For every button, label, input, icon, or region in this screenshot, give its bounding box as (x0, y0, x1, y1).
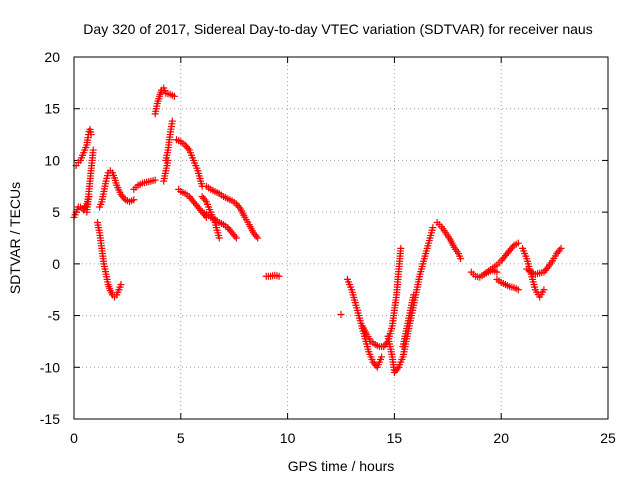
data-point (275, 272, 283, 280)
data-point (130, 196, 138, 204)
y-axis-label: SDTVAR / TECUs (7, 182, 23, 294)
series-seg7 (151, 84, 178, 118)
series-seg12 (202, 182, 262, 242)
y-tick-label: -5 (48, 308, 61, 324)
data-point (252, 232, 260, 240)
series-seg8 (162, 117, 176, 164)
data-point (231, 232, 239, 240)
x-tick-label: 25 (600, 430, 616, 446)
y-tick-label: 5 (52, 204, 60, 220)
data-point (164, 156, 172, 164)
data-point (87, 131, 95, 139)
series-seg10 (173, 136, 206, 190)
plot-frame (73, 56, 609, 420)
y-tick-label: 20 (44, 49, 60, 65)
y-tick-label: 0 (52, 256, 60, 272)
series-seg6 (130, 176, 159, 193)
series-seg4 (93, 218, 125, 301)
data-points (70, 84, 565, 376)
data-point (557, 244, 565, 252)
series-seg18 (358, 244, 405, 351)
x-tick-label: 5 (177, 430, 185, 446)
data-point (170, 92, 178, 100)
series-seg5 (96, 167, 138, 211)
data-point (235, 203, 243, 211)
series-seg16 (337, 311, 345, 319)
series-seg15 (262, 271, 283, 280)
data-point (540, 286, 548, 294)
series-seg17 (343, 275, 386, 371)
series-seg9 (160, 156, 172, 185)
y-tick-label: 15 (44, 101, 60, 117)
data-point (493, 268, 501, 276)
series-seg2 (72, 125, 95, 170)
y-tick-labels: -15 -10 -5 0 5 10 15 20 (40, 49, 60, 427)
data-point (232, 234, 240, 242)
data-point (429, 224, 437, 232)
x-tick-label: 0 (70, 430, 78, 446)
data-point (201, 196, 209, 204)
x-axis-label: GPS time / hours (288, 458, 395, 474)
data-point (514, 239, 522, 247)
chart-title: Day 320 of 2017, Sidereal Day-to-day VTE… (83, 21, 592, 37)
data-point (168, 117, 176, 125)
series-seg21 (433, 218, 465, 263)
x-tick-label: 10 (280, 430, 296, 446)
y-tick-label: -15 (40, 411, 60, 427)
data-point (543, 265, 551, 273)
series-seg14 (198, 193, 223, 242)
grid-lines (74, 57, 608, 419)
data-point (117, 281, 125, 289)
x-tick-label: 15 (387, 430, 403, 446)
data-point (184, 144, 192, 152)
data-point (120, 194, 128, 202)
data-point (397, 244, 405, 252)
series-seg11 (175, 185, 210, 221)
series-seg26 (523, 244, 565, 278)
x-tick-labels: 0 5 10 15 20 25 (70, 430, 616, 446)
data-point (514, 286, 522, 294)
series-seg24 (493, 275, 522, 294)
series-seg23 (480, 239, 522, 278)
data-point (457, 255, 465, 263)
data-point (151, 176, 159, 184)
data-point (254, 234, 262, 242)
x-tick-label: 20 (493, 430, 509, 446)
data-point (89, 146, 97, 154)
data-point (509, 243, 517, 251)
data-point (556, 246, 564, 254)
y-tick-label: -10 (40, 359, 60, 375)
y-tick-label: 10 (44, 152, 60, 168)
data-point (76, 203, 84, 211)
series-seg3 (83, 146, 97, 216)
data-point (393, 365, 401, 373)
data-point (378, 353, 386, 361)
data-point (215, 234, 223, 242)
data-point (337, 311, 345, 319)
series-seg20 (399, 291, 418, 351)
data-point (410, 291, 418, 299)
